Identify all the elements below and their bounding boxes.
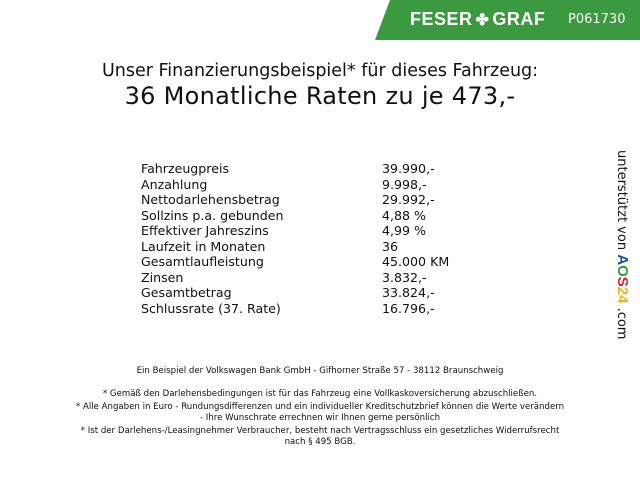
financing-table: Fahrzeugpreis 39.990,- Anzahlung 9.998,- Net… bbox=[141, 161, 461, 316]
footnote-2b: - Ihre Wunschrate errechnen wir Ihnen ge… bbox=[199, 413, 441, 423]
row-value: 36 bbox=[382, 238, 399, 254]
table-row: Fahrzeugpreis 39.990,- bbox=[141, 161, 461, 177]
table-row: Sollzins p.a. gebunden 4,88 % bbox=[141, 208, 461, 224]
title-line-1: Unser Finanzierungsbeispiel* für dieses … bbox=[101, 61, 539, 81]
brand-logo: FESER ✤ GRAF bbox=[410, 9, 545, 30]
table-row: Schlussrate (37. Rate) 16.796,- bbox=[141, 301, 461, 317]
row-value: 9.998,- bbox=[382, 176, 427, 192]
row-value: 33.824,- bbox=[382, 285, 435, 300]
bank-info: Ein Beispiel der Volkswagen Bank GmbH - … bbox=[136, 366, 504, 376]
row-label: Sollzins p.a. gebunden bbox=[141, 207, 284, 223]
footnote-3b: nach § 495 BGB. bbox=[284, 437, 356, 447]
table-row: Effektiver Jahreszins 4,99 % bbox=[141, 223, 461, 239]
row-value: 4,88 % bbox=[382, 207, 427, 223]
brand-name-2: GRAF bbox=[492, 9, 546, 29]
row-value: 29.992,- bbox=[382, 192, 435, 207]
row-value: 16.796,- bbox=[382, 300, 435, 316]
row-label: Effektiver Jahreszins bbox=[141, 223, 269, 238]
row-label: Laufzeit in Monaten bbox=[141, 238, 266, 254]
row-label: Anzahlung bbox=[141, 176, 208, 192]
row-label: Gesamtbetrag bbox=[141, 285, 232, 300]
supported-by-aos24: unterstützt von AOS24 .com bbox=[614, 150, 631, 339]
row-value: 3.832,- bbox=[382, 269, 427, 285]
brand-banner bbox=[375, 0, 640, 40]
footnote-3: * Ist der Darlehens-/Leasingnehmer Verbr… bbox=[80, 426, 560, 436]
table-row: Nettodarlehensbetrag 29.992,- bbox=[141, 192, 461, 208]
table-row: Zinsen 3.832,- bbox=[141, 270, 461, 286]
domain-suffix: .com bbox=[614, 307, 629, 340]
row-label: Fahrzeugpreis bbox=[141, 161, 230, 176]
aos24-logo: AOS24 bbox=[614, 254, 631, 304]
brand-name: FESER bbox=[410, 9, 473, 29]
table-row: Anzahlung 9.998,- bbox=[141, 177, 461, 193]
row-label: Zinsen bbox=[141, 269, 184, 285]
vehicle-code: P061730 bbox=[568, 12, 626, 27]
row-value: 4,99 % bbox=[382, 223, 427, 238]
monthly-rate-title: 36 Monatliche Raten zu je 473,- bbox=[124, 82, 516, 110]
clover-icon: ✤ bbox=[475, 12, 490, 29]
row-label: Nettodarlehensbetrag bbox=[141, 192, 280, 207]
row-label: Gesamtlaufleistung bbox=[141, 254, 264, 269]
supported-by-label: unterstützt von bbox=[614, 150, 629, 251]
footnote-2: * Alle Angaben in Euro - Rundungsdiffere… bbox=[75, 402, 565, 412]
table-row: Laufzeit in Monaten 36 bbox=[141, 239, 461, 255]
row-label: Schlussrate (37. Rate) bbox=[141, 300, 281, 316]
row-value: 39.990,- bbox=[382, 161, 435, 176]
row-value: 45.000 KM bbox=[382, 254, 450, 269]
footnote-1: * Gemäß den Darlehensbedingungen ist für… bbox=[102, 389, 538, 399]
table-row: Gesamtlaufleistung 45.000 KM bbox=[141, 254, 461, 270]
table-row: Gesamtbetrag 33.824,- bbox=[141, 285, 461, 301]
